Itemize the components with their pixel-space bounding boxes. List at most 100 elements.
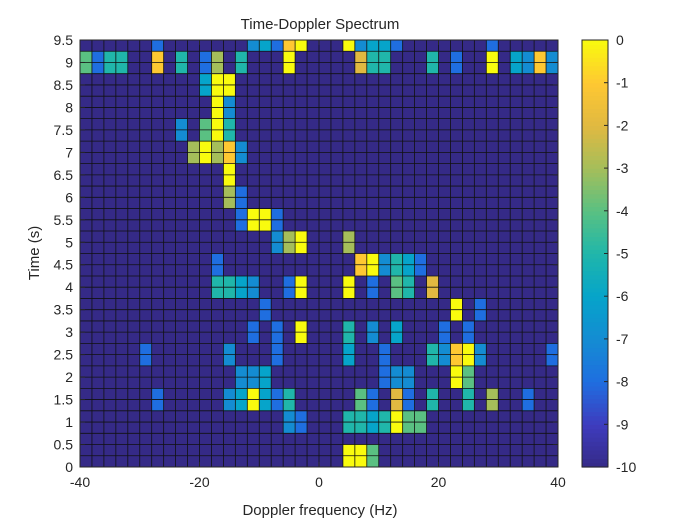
colorbar-segment: [582, 125, 608, 131]
colorbar-segment: [582, 86, 608, 92]
colorbar-segment: [582, 330, 608, 336]
heatmap-cell: [211, 73, 224, 85]
heatmap-cell: [354, 455, 367, 467]
heatmap-cell: [522, 62, 535, 74]
heatmap-cell: [247, 365, 260, 378]
heatmap-cell: [354, 62, 367, 74]
y-axis-label: Time (s): [26, 226, 43, 280]
colorbar-segment: [582, 390, 608, 396]
heatmap-cell: [211, 264, 224, 276]
heatmap-cell: [342, 231, 355, 243]
colorbar-segment: [582, 402, 608, 408]
heatmap-cell: [139, 354, 152, 366]
heatmap-cell: [462, 343, 475, 355]
heatmap-cell: [211, 141, 224, 153]
heatmap-cell: [103, 51, 116, 63]
colorbar-tick-label: -2: [616, 117, 629, 133]
colorbar-segment: [582, 232, 608, 238]
colorbar-segment: [582, 189, 608, 195]
heatmap-cell: [438, 332, 451, 344]
heatmap-cell: [187, 152, 200, 164]
y-tick-label: 5.5: [54, 212, 74, 228]
heatmap-cell: [402, 422, 415, 434]
heatmap-cell: [378, 253, 391, 265]
heatmap-cell: [175, 118, 188, 130]
heatmap-cell: [366, 51, 379, 63]
colorbar-segment: [582, 257, 608, 263]
colorbar-segment: [582, 385, 608, 391]
heatmap-cell: [462, 399, 475, 411]
heatmap-cell: [366, 455, 379, 467]
colorbar-segment: [582, 373, 608, 378]
heatmap-cell: [366, 320, 379, 333]
heatmap-cell: [510, 62, 523, 74]
heatmap-cell: [151, 399, 164, 411]
heatmap-cell: [223, 141, 236, 153]
heatmap-cell: [199, 73, 212, 85]
colorbar-segment: [582, 48, 608, 54]
heatmap-cell: [151, 62, 164, 74]
heatmap-cell: [151, 388, 164, 400]
heatmap-cell: [235, 152, 248, 164]
colorbar-segment: [582, 300, 608, 306]
x-tick-label: -40: [70, 474, 90, 490]
y-tick-label: 8.5: [54, 77, 74, 93]
colorbar-segment: [582, 138, 608, 144]
heatmap-cell: [259, 208, 272, 220]
colorbar-segment: [582, 249, 608, 255]
chart-title: Time-Doppler Spectrum: [241, 16, 400, 33]
heatmap-cell: [462, 320, 475, 333]
colorbar-segment: [582, 266, 608, 272]
colorbar-segment: [582, 415, 608, 421]
heatmap-cell: [235, 51, 248, 63]
colorbar-segment: [582, 377, 608, 383]
heatmap-cell: [223, 388, 236, 400]
heatmap-cell: [283, 287, 296, 299]
heatmap-cell: [462, 332, 475, 344]
heatmap-cell: [474, 309, 487, 321]
heatmap-cell: [354, 51, 367, 63]
heatmap-cell: [390, 287, 403, 299]
colorbar-segment: [582, 274, 608, 280]
colorbar-segment: [582, 99, 608, 105]
y-tick-label: 2: [65, 369, 73, 385]
heatmap-cell: [271, 388, 284, 400]
colorbar-segment: [582, 197, 608, 203]
colorbar-segment: [582, 78, 608, 84]
heatmap-cell: [474, 354, 487, 366]
heatmap-cell: [462, 365, 475, 378]
heatmap-cell: [151, 51, 164, 63]
colorbar-tick-label: -6: [616, 288, 629, 304]
colorbar-segment: [582, 223, 608, 229]
heatmap-cell: [390, 332, 403, 344]
heatmap-cell: [223, 174, 236, 187]
colorbar-segment: [582, 347, 608, 353]
heatmap-cell: [546, 62, 558, 74]
colorbar-segment: [582, 202, 608, 208]
colorbar-segment: [582, 108, 608, 114]
heatmap-cell: [342, 444, 355, 456]
colorbar: 0 -1 -2 -3 -4 -5 -6 -7 -8 -9 -10: [581, 32, 636, 475]
heatmap-cell: [199, 152, 212, 164]
heatmap-cell: [390, 365, 403, 378]
heatmap-cell: [295, 40, 308, 52]
heatmap-cell: [402, 365, 415, 378]
heatmap-cell: [450, 377, 463, 389]
heatmap-cell: [366, 62, 379, 74]
heatmap-cell: [390, 399, 403, 411]
heatmap-cell: [223, 96, 236, 108]
colorbar-segment: [582, 424, 608, 430]
heatmap-cell: [462, 354, 475, 366]
heatmap-cell: [271, 320, 284, 333]
y-tick-label: 1: [65, 414, 73, 430]
heatmap-cell: [235, 219, 248, 232]
colorbar-tick-label: -10: [616, 459, 636, 475]
heatmap-cell: [259, 377, 272, 389]
heatmap-cell: [366, 388, 379, 400]
colorbar-segment: [582, 313, 608, 319]
heatmap-cell: [223, 186, 236, 198]
heatmap-cell: [354, 264, 367, 276]
heatmap-cell: [378, 343, 391, 355]
colorbar-segment: [582, 155, 608, 161]
heatmap-cell: [342, 320, 355, 333]
